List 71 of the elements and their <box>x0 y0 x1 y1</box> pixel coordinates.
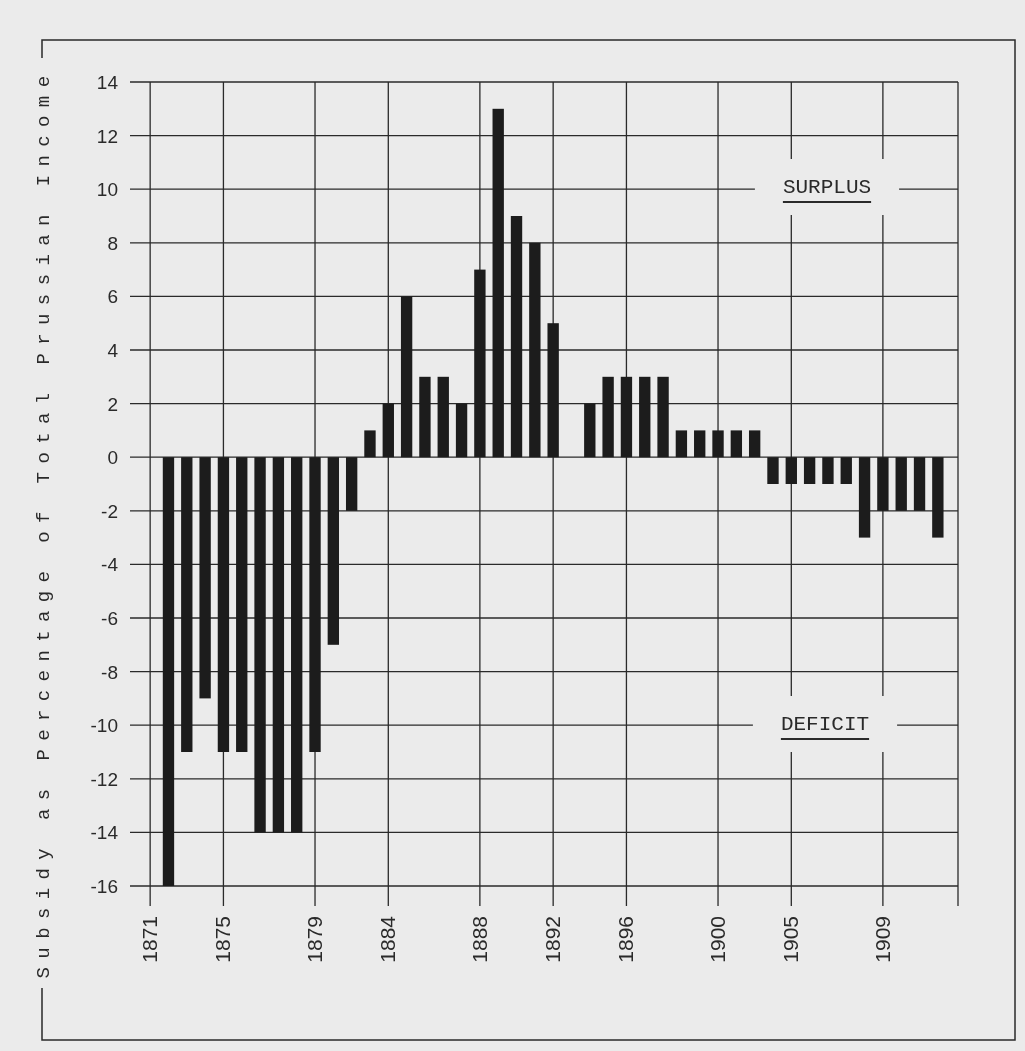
bar <box>474 269 486 458</box>
x-tick-label: 1875 <box>211 916 235 963</box>
y-tick-label: -10 <box>90 715 118 737</box>
x-tick-label: 1905 <box>779 916 803 963</box>
bar <box>932 457 944 538</box>
bar <box>291 457 303 833</box>
y-tick-label: 2 <box>107 393 118 415</box>
x-tick-label: 1892 <box>541 916 565 963</box>
bar <box>529 242 541 458</box>
y-tick-label: -2 <box>101 500 118 522</box>
bar <box>181 457 193 752</box>
y-tick-label: 0 <box>107 447 118 469</box>
y-tick-label: -12 <box>90 768 118 790</box>
bar <box>254 457 266 833</box>
bar <box>345 457 358 511</box>
bar <box>272 457 285 833</box>
bar <box>877 457 889 511</box>
bar <box>217 457 230 752</box>
bar <box>675 430 688 458</box>
bar <box>199 457 211 699</box>
bar <box>382 403 394 458</box>
bar <box>858 457 871 538</box>
bar <box>236 457 248 752</box>
bar <box>510 216 523 458</box>
bar <box>602 376 614 458</box>
bar <box>730 430 743 458</box>
bar <box>785 457 797 484</box>
y-tick-label: 6 <box>107 286 118 308</box>
bar <box>547 323 559 458</box>
bar <box>309 457 321 752</box>
x-tick-label: 1879 <box>303 916 327 963</box>
bar <box>327 457 340 645</box>
bar <box>913 457 926 511</box>
y-tick-label: -14 <box>90 822 119 844</box>
bar <box>584 403 596 458</box>
bar <box>803 457 816 484</box>
bar <box>455 403 468 458</box>
x-tick-label: 1871 <box>138 916 162 963</box>
bar <box>437 376 449 458</box>
bar <box>712 430 724 458</box>
y-tick-label: -6 <box>101 608 118 629</box>
bar <box>748 430 761 458</box>
bar <box>822 457 834 484</box>
annotation: DEFICIT <box>780 713 870 736</box>
y-tick-label: 10 <box>96 179 118 201</box>
bar <box>620 376 633 458</box>
bar <box>694 430 706 458</box>
bar <box>840 457 852 484</box>
bar <box>400 296 413 458</box>
x-tick-label: 1896 <box>614 916 638 963</box>
bar <box>364 430 376 458</box>
y-tick-label: -8 <box>101 661 118 683</box>
y-tick-label: 8 <box>107 232 118 254</box>
x-tick-label: 1884 <box>376 915 400 963</box>
y-tick-label: -16 <box>90 876 118 897</box>
bar <box>419 376 431 458</box>
bar <box>767 457 779 484</box>
x-tick-label: 1909 <box>870 916 894 963</box>
y-tick-label: 14 <box>96 72 119 93</box>
y-axis-title: Subsidy as Percentage of Total Prussian Income <box>33 67 55 979</box>
x-tick-label: 1900 <box>706 916 730 963</box>
bar <box>657 376 669 458</box>
bar <box>492 108 504 458</box>
y-tick-label: 4 <box>107 340 119 361</box>
x-tick-label: 1888 <box>467 916 491 963</box>
bar <box>895 457 907 511</box>
y-tick-label: -4 <box>101 554 119 576</box>
annotation: SURPLUS <box>782 176 872 199</box>
bar <box>639 376 651 458</box>
y-tick-label: 12 <box>96 125 118 147</box>
bar <box>162 457 175 886</box>
